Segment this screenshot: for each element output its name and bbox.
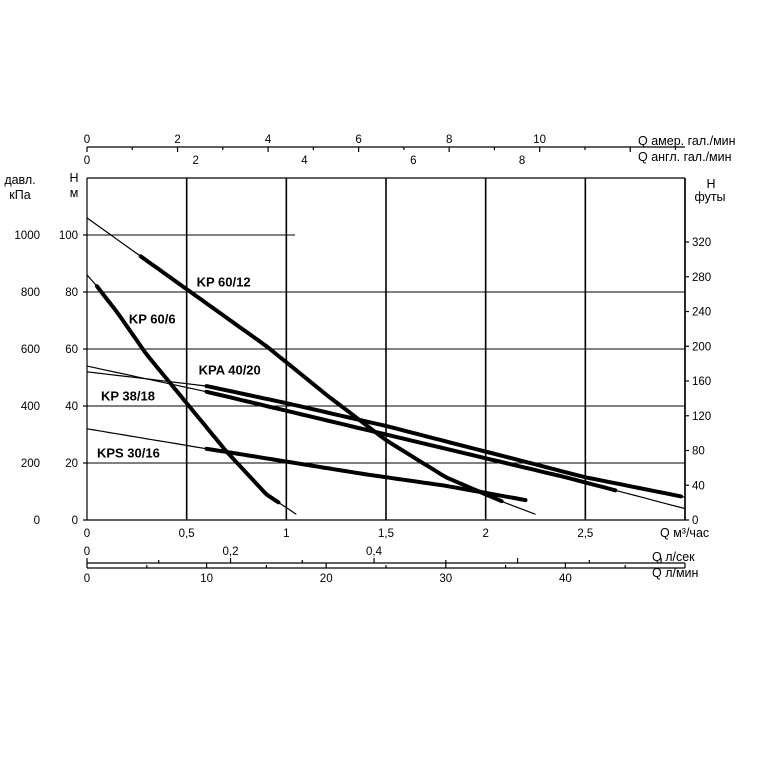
x-tick-lmin: 0 xyxy=(84,573,90,585)
y-tick-kpa: 800 xyxy=(21,287,40,299)
y-tick-ft: 320 xyxy=(692,237,711,249)
y-tick-m: 60 xyxy=(65,344,78,356)
y-tick-ft: 120 xyxy=(692,411,711,423)
curve-label-kps-30-16: KPS 30/16 xyxy=(97,445,160,460)
curve-label-kp-38-18: KP 38/18 xyxy=(101,388,155,403)
y-tick-m: 80 xyxy=(65,287,78,299)
y-axis-kpa-unit: кПа xyxy=(9,188,30,202)
y-tick-m: 0 xyxy=(72,515,78,527)
curve-bold-kp-60-6 xyxy=(95,284,281,505)
curve-label-kpa-40-20: KPA 40/20 xyxy=(199,363,261,378)
y-axis-ft-label: H xyxy=(706,177,715,191)
x-tick-lmin: 10 xyxy=(200,573,213,585)
x-tick-lmin: 40 xyxy=(559,573,572,585)
x-tick-uk-gpm: 4 xyxy=(301,155,308,167)
x-tick-uk-gpm: 2 xyxy=(193,155,199,167)
x-tick-us-gpm: 0 xyxy=(84,134,90,146)
x-axis-lsec-label: Q л/сек xyxy=(652,550,695,564)
y-axis-ft-unit: футы xyxy=(694,190,725,204)
x-tick-us-gpm: 10 xyxy=(533,134,546,146)
curve-bold-kps-30-16 xyxy=(204,446,528,503)
x-tick-m3h: 0,5 xyxy=(179,528,195,540)
y-tick-kpa: 200 xyxy=(21,458,40,470)
x-axis-uk-gpm-label: Q англ. гал./мин xyxy=(638,150,732,164)
x-tick-lsec: 0,2 xyxy=(223,546,239,558)
x-tick-uk-gpm: 6 xyxy=(410,155,416,167)
y-tick-kpa: 400 xyxy=(21,401,40,413)
y-tick-kpa: 600 xyxy=(21,344,40,356)
curve-bold-kp-38-18 xyxy=(204,389,618,493)
y-tick-ft: 280 xyxy=(692,272,711,284)
x-tick-us-gpm: 6 xyxy=(355,134,361,146)
x-tick-lsec: 0 xyxy=(84,546,90,558)
y-tick-ft: 240 xyxy=(692,307,711,319)
y-tick-m: 100 xyxy=(59,230,78,242)
x-tick-m3h: 2,5 xyxy=(577,528,593,540)
y-tick-kpa: 1000 xyxy=(14,230,40,242)
x-tick-lsec: 0,4 xyxy=(366,546,383,558)
y-axis-kpa-label: давл. xyxy=(4,173,35,187)
x-tick-m3h: 2 xyxy=(482,528,488,540)
y-tick-m: 40 xyxy=(65,401,78,413)
x-tick-m3h: 0 xyxy=(84,528,90,540)
y-tick-ft: 200 xyxy=(692,341,711,353)
curve-label-kp-60-12: KP 60/12 xyxy=(197,274,251,289)
x-tick-lmin: 30 xyxy=(439,573,452,585)
curve-bold-kp-60-12 xyxy=(138,254,504,504)
x-tick-us-gpm: 2 xyxy=(174,134,180,146)
y-axis-m-label: H xyxy=(69,171,78,185)
x-axis-us-gpm-label: Q амер. гал./мин xyxy=(638,134,736,148)
x-tick-us-gpm: 8 xyxy=(446,134,452,146)
curve-bold-kpa-40-20 xyxy=(204,384,683,499)
y-axis-m-unit: м xyxy=(70,186,79,200)
curve-label-kp-60-6: KP 60/6 xyxy=(129,311,176,326)
x-axis-m3h-label: Q м³/час xyxy=(660,526,709,540)
x-axis-lmin-label: Q л/мин xyxy=(652,566,699,580)
x-tick-uk-gpm: 0 xyxy=(84,155,90,167)
x-tick-m3h: 1 xyxy=(283,528,289,540)
x-tick-lmin: 20 xyxy=(320,573,333,585)
y-tick-ft: 0 xyxy=(692,515,698,527)
x-tick-us-gpm: 4 xyxy=(265,134,272,146)
y-tick-m: 20 xyxy=(65,458,78,470)
x-tick-uk-gpm: 8 xyxy=(519,155,525,167)
x-tick-m3h: 1,5 xyxy=(378,528,394,540)
y-tick-ft: 80 xyxy=(692,446,705,458)
y-tick-ft: 160 xyxy=(692,376,711,388)
y-tick-ft: 40 xyxy=(692,480,705,492)
y-tick-kpa: 0 xyxy=(34,515,40,527)
